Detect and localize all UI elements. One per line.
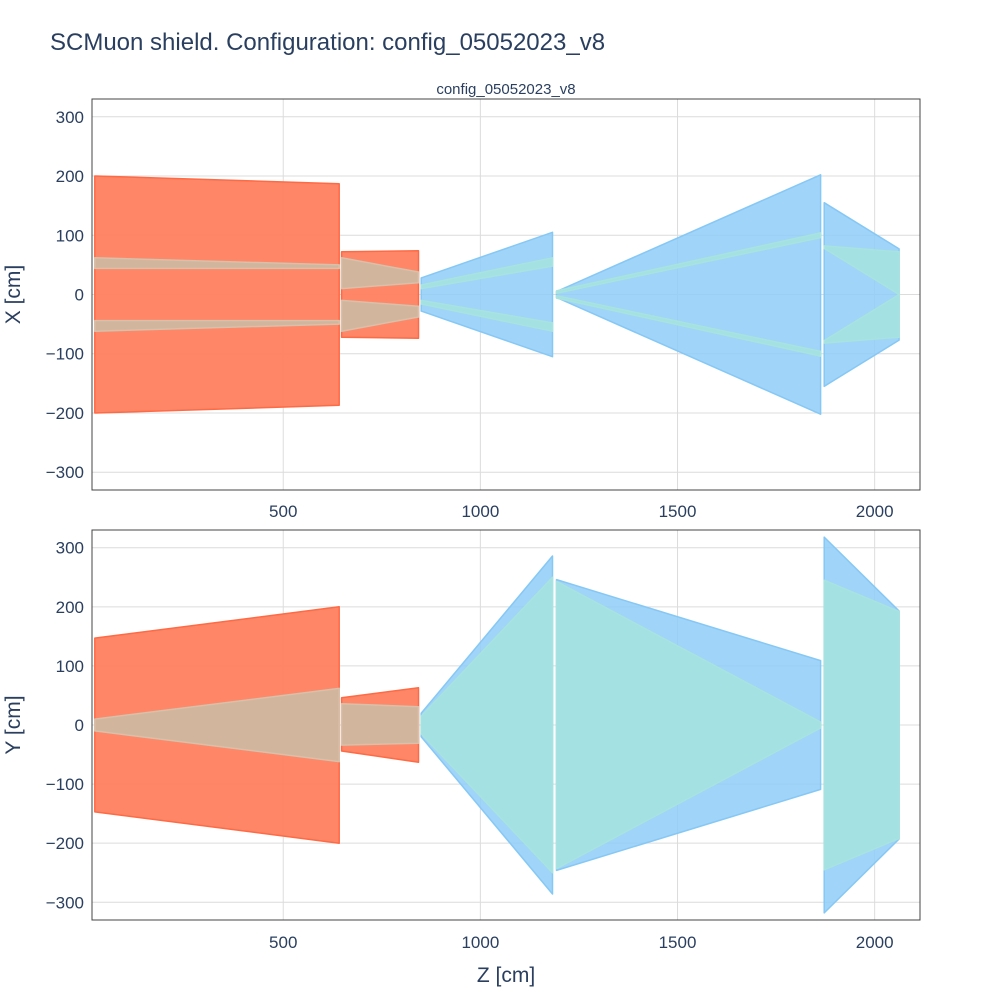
y-tick-label: −100	[46, 775, 84, 794]
iron-block-1-gap-lower	[94, 319, 340, 332]
y-tick-label: 100	[56, 657, 84, 676]
z-tick-label: 1000	[461, 502, 499, 521]
z-tick-label: 2000	[856, 933, 894, 952]
iron-block-1-field	[94, 687, 340, 763]
z-tick-label: 2000	[856, 502, 894, 521]
z-axis-title: Z [cm]	[477, 964, 535, 987]
magnet-3-field-upper	[823, 245, 900, 296]
y-axis-title-bottom-panel: Y [cm]	[2, 695, 25, 754]
magnet-1-outer	[420, 231, 554, 358]
y-tick-label: −300	[46, 893, 84, 912]
iron-block-2-gap-lower	[340, 299, 420, 332]
y-tick-label: 0	[75, 716, 84, 735]
x-axis-title-top-panel: X [cm]	[2, 265, 25, 325]
magnet-2-field-lower	[555, 294, 822, 357]
y-tick-label: 300	[56, 539, 84, 558]
z-tick-label: 500	[269, 933, 297, 952]
z-tick-label: 1500	[659, 933, 697, 952]
y-tick-label: −300	[46, 463, 84, 482]
y-tick-label: 300	[56, 108, 84, 127]
iron-block-1-outer	[94, 175, 340, 414]
magnet-1-field-upper	[420, 257, 554, 290]
magnet-1-field	[420, 576, 554, 874]
y-tick-label: 200	[56, 167, 84, 186]
chart-title: SCMuon shield. Configuration: config_050…	[50, 29, 605, 56]
plot-frame	[91, 98, 921, 491]
y-tick-label: 0	[75, 286, 84, 305]
y-tick-label: 100	[56, 226, 84, 245]
magnet-3-field	[823, 579, 900, 871]
y-tick-label: −200	[46, 834, 84, 853]
y-tick-label: −100	[46, 345, 84, 364]
magnet-2-field-upper	[555, 232, 822, 295]
magnet-2-field	[555, 580, 822, 870]
iron-block-2-field	[340, 702, 420, 746]
magnet-1-field-lower	[420, 299, 554, 332]
iron-block-2-gap-upper	[340, 257, 420, 290]
magnet-2-outer	[555, 174, 822, 415]
plot-frame	[91, 529, 921, 921]
magnet-3-outer	[823, 201, 900, 388]
z-tick-label: 500	[269, 502, 297, 521]
y-tick-label: −200	[46, 404, 84, 423]
magnet-3-field-lower	[823, 293, 900, 344]
chart-subtitle: config_05052023_v8	[436, 81, 575, 98]
z-tick-label: 1500	[659, 502, 697, 521]
iron-block-1-gap-upper	[94, 257, 340, 270]
z-tick-label: 1000	[461, 933, 499, 952]
y-tick-label: 200	[56, 598, 84, 617]
